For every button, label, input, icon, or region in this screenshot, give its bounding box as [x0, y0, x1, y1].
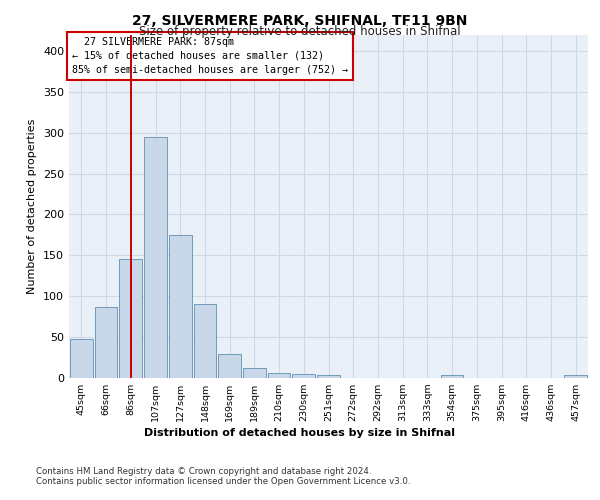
Text: Contains HM Land Registry data © Crown copyright and database right 2024.: Contains HM Land Registry data © Crown c…	[36, 468, 371, 476]
Text: Distribution of detached houses by size in Shifnal: Distribution of detached houses by size …	[145, 428, 455, 438]
Bar	[268, 372, 290, 378]
Bar	[292, 374, 315, 378]
Bar	[243, 368, 266, 378]
Bar	[194, 304, 216, 378]
Bar	[564, 375, 587, 378]
Bar	[317, 375, 340, 378]
Bar	[144, 137, 167, 378]
Bar	[119, 260, 142, 378]
Bar	[70, 339, 93, 378]
Bar	[441, 375, 463, 378]
Bar	[95, 306, 118, 378]
Text: 27 SILVERMERE PARK: 87sqm
← 15% of detached houses are smaller (132)
85% of semi: 27 SILVERMERE PARK: 87sqm ← 15% of detac…	[71, 36, 347, 74]
Text: Contains public sector information licensed under the Open Government Licence v3: Contains public sector information licen…	[36, 477, 410, 486]
Bar	[169, 235, 191, 378]
Text: 27, SILVERMERE PARK, SHIFNAL, TF11 9BN: 27, SILVERMERE PARK, SHIFNAL, TF11 9BN	[133, 14, 467, 28]
Y-axis label: Number of detached properties: Number of detached properties	[28, 118, 37, 294]
Bar	[218, 354, 241, 378]
Text: Size of property relative to detached houses in Shifnal: Size of property relative to detached ho…	[139, 25, 461, 38]
